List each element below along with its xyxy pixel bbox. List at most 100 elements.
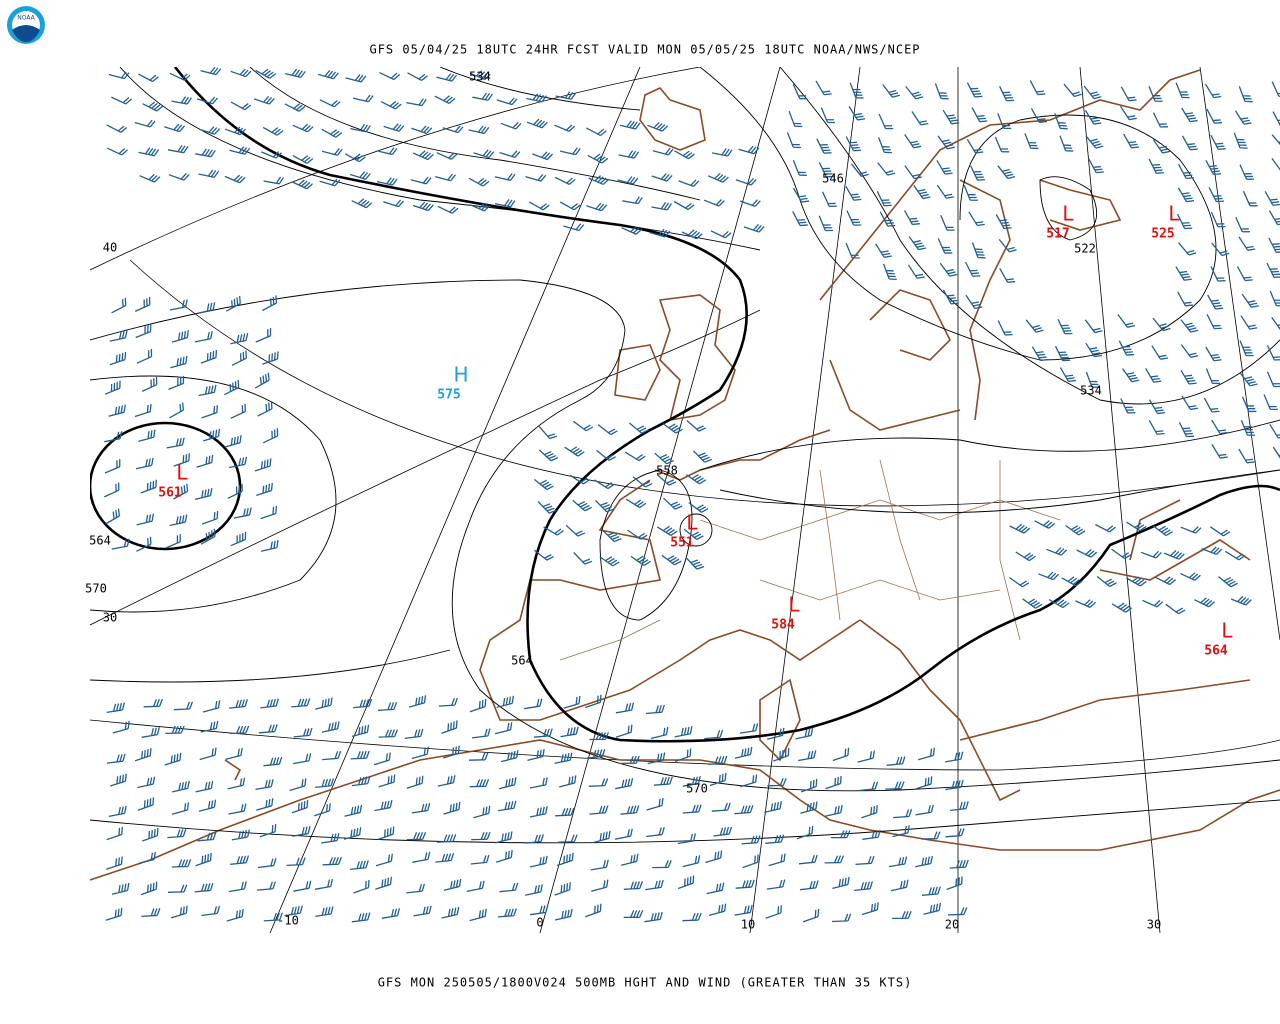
wind-barb [661,554,682,566]
latitude-label: 40 [103,241,117,255]
wind-barb [314,803,331,817]
grid-labels: 40 30 -10 0 10 20 30 [103,241,1161,932]
wind-barb [344,804,363,817]
wind-barb [1151,345,1169,360]
wind-barb [194,883,214,893]
borders [559,459,1061,661]
wind-barb [292,179,314,190]
wind-barb [167,144,189,154]
wind-barb [651,173,673,182]
wind-barb [293,727,313,738]
wind-barb [554,176,576,185]
wind-barb [845,185,862,201]
wind-barb [734,746,753,759]
wind-barb [1210,211,1226,228]
wind-barb [656,525,678,537]
wind-barb [353,698,373,709]
wind-barb [1211,242,1230,257]
wind-barb [377,826,395,841]
wind-barb [258,724,278,734]
wind-barb [1211,444,1228,459]
wind-barb [468,177,490,187]
wind-barb [1194,597,1215,608]
wind-barb [963,185,978,201]
wind-barb [674,150,695,160]
wind-barb [1048,597,1070,609]
wind-barb [913,185,931,200]
wind-barb [1234,110,1252,125]
wind-barb [1266,345,1280,361]
wind-barb [1085,371,1100,388]
wind-barb [663,497,683,510]
wind-barb [380,100,402,110]
wind-barb [525,834,544,844]
wind-barb [970,165,986,181]
wind-barb [1240,419,1255,436]
wind-barb [832,876,850,890]
wind-barb [227,483,243,499]
wind-barb [1029,80,1046,96]
wind-barb [1180,344,1199,359]
wind-barb [171,859,192,868]
wind-barb [229,146,251,155]
wind-barb [142,828,159,842]
wind-barb [533,728,553,738]
wind-barb [921,886,941,896]
wind-barb [625,498,647,509]
wind-barb [292,826,311,837]
wind-barb [198,799,217,812]
wind-barb [1059,135,1074,152]
wind-barb [937,238,953,254]
wind-barb [1177,187,1195,203]
wind-barb [1120,398,1136,414]
wind-barb [904,134,922,149]
wind-barb [968,211,985,227]
wind-barb [1272,111,1280,127]
wind-barb [105,907,123,921]
wind-barb [1206,314,1222,330]
wind-barb [683,528,704,540]
wind-barb [469,70,491,81]
wind-barb [997,320,1013,336]
wind-barb [792,159,807,176]
wind-barb [526,118,548,129]
wind-barb [496,695,515,709]
wind-barb [946,876,963,891]
center-symbol: L [788,593,800,617]
wind-barb [940,215,955,231]
center-value: 517 [1046,227,1069,242]
wind-barb [259,824,277,838]
wind-barb [569,474,591,485]
wind-barb [560,726,579,738]
wind-barb [466,880,485,893]
wind-barb [1145,367,1162,383]
wind-barb [1269,423,1280,439]
wind-barb [351,776,371,787]
wind-barb [200,528,216,545]
wind-barb [379,72,401,81]
wind-barb [230,101,252,111]
wind-barb [591,879,609,892]
wind-barb [859,781,879,792]
wind-barb [799,880,819,891]
wind-barb [374,800,393,812]
wind-barb [165,534,181,549]
wind-barb [1233,132,1248,149]
wind-barb [200,67,222,76]
wind-barb [528,201,550,211]
wind-barb [802,908,820,923]
wind-barb [255,328,272,343]
wind-barb [908,236,927,251]
wind-barb [111,538,130,550]
wind-barb [261,540,279,552]
wind-barb [135,323,152,339]
wind-barb [256,798,274,811]
wind-barb [1239,340,1254,357]
wind-barb [1235,216,1250,233]
wind-barb [1268,237,1280,253]
wind-barb [375,853,393,867]
wind-barb [586,202,608,212]
wind-barb [886,756,906,766]
wind-barb [586,748,606,759]
wind-barb [1180,319,1199,333]
